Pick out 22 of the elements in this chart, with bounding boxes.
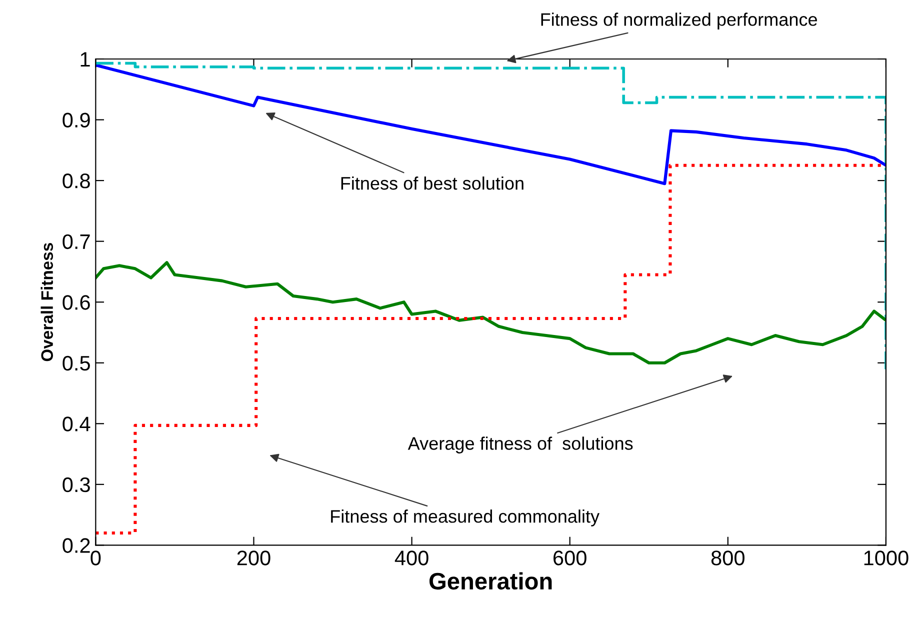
x-tick-label: 400	[394, 550, 428, 566]
x-tick-label: 600	[554, 550, 586, 566]
y-tick-label: 0.9	[62, 112, 90, 128]
y-tick-label: 0.2	[62, 538, 90, 553]
y-tick-label: 1	[80, 52, 90, 67]
y-tick-label: 0.4	[62, 416, 90, 432]
y-tick-label: 0.8	[62, 174, 90, 188]
annotation: Fitness of measured commonality	[331, 510, 600, 526]
y-tick-label: 0.7	[62, 234, 90, 250]
x-tick-label: 800	[711, 550, 744, 566]
y-axis-title: Overall Fitness	[40, 243, 54, 362]
y-tick-label: 0.5	[62, 356, 90, 371]
annotation: Average fitness of solutions	[408, 436, 633, 454]
x-tick-label: 1000	[864, 550, 908, 566]
annotation: Fitness of best solution	[341, 176, 524, 190]
y-tick-label: 0.3	[62, 477, 90, 492]
line-series	[96, 261, 886, 364]
x-tick-label: 0	[90, 550, 101, 566]
text: Fitness of normalized performance	[541, 12, 817, 30]
y-tick-label: 0.6	[62, 295, 90, 310]
x-tick-label: 200	[237, 550, 270, 566]
x-axis-title: Generation	[429, 572, 552, 590]
